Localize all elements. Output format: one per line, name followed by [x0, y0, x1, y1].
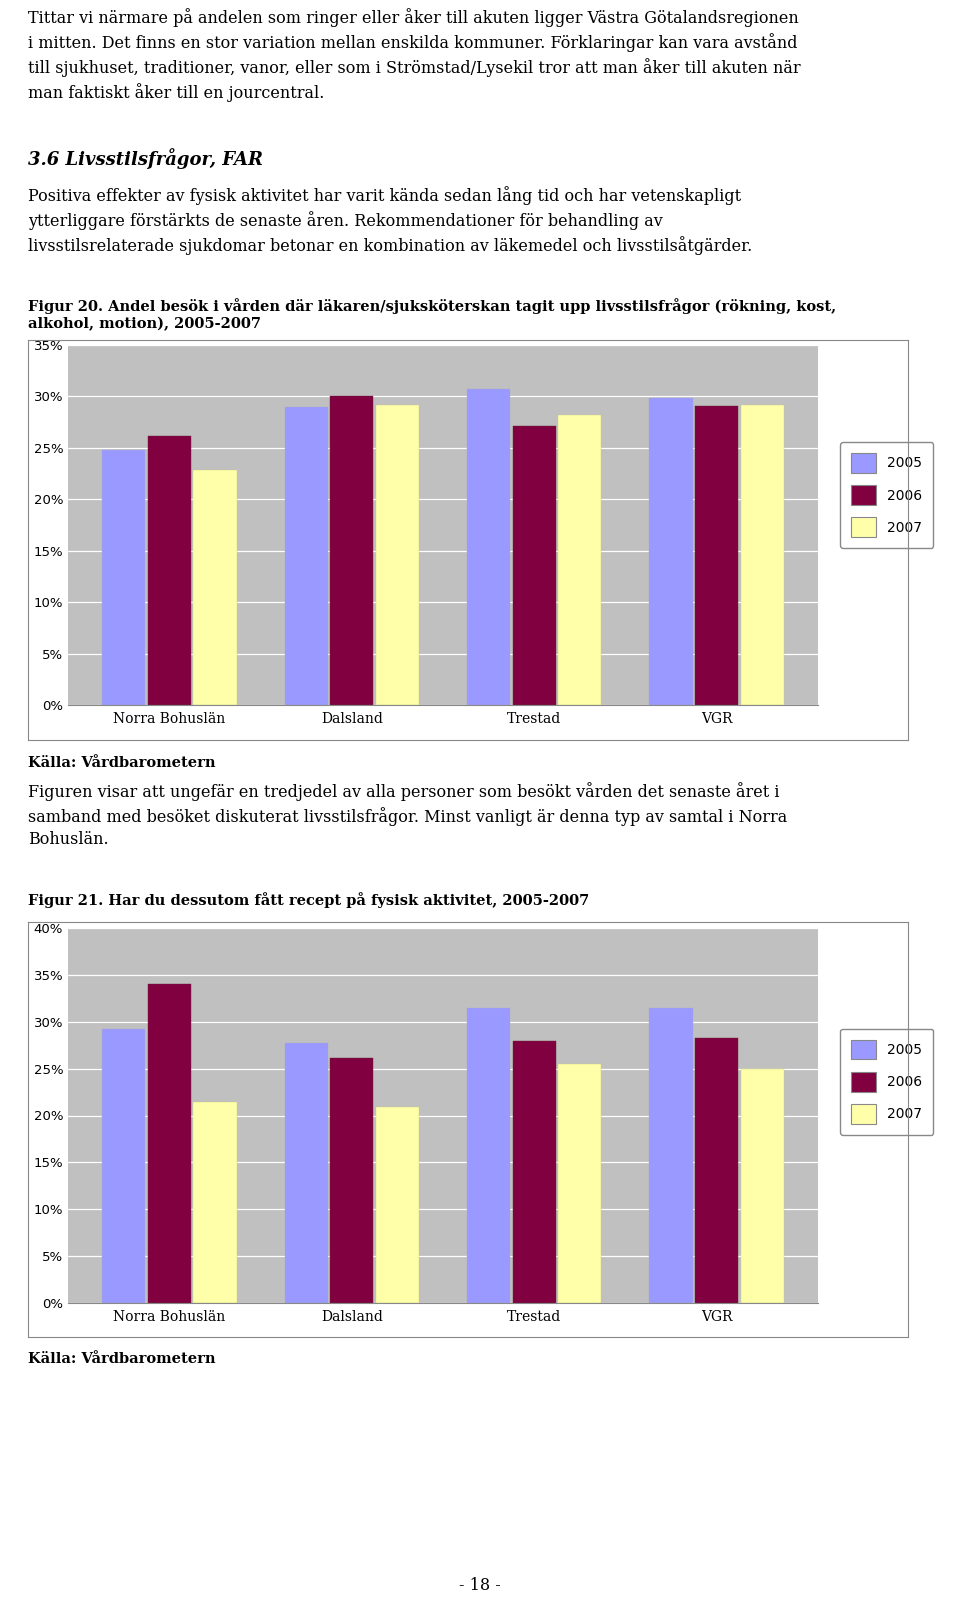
Bar	[558, 1064, 602, 1303]
Text: Källa: Vårdbarometern: Källa: Vårdbarometern	[28, 1351, 215, 1366]
Bar	[740, 405, 784, 705]
Text: - 18 -: - 18 -	[459, 1578, 501, 1594]
Text: Positiva effekter av fysisk aktivitet har varit kända sedan lång tid och har vet: Positiva effekter av fysisk aktivitet ha…	[28, 186, 753, 254]
Bar	[695, 405, 738, 705]
Bar	[513, 1041, 556, 1303]
Text: Figur 20. Andel besök i vården där läkaren/sjuksköterskan tagit upp livsstilsfrå: Figur 20. Andel besök i vården där läkar…	[28, 297, 836, 331]
Bar	[193, 471, 236, 705]
Bar	[284, 1043, 328, 1303]
Text: Figuren visar att ungefär en tredjedel av alla personer som besökt vården det se: Figuren visar att ungefär en tredjedel a…	[28, 783, 787, 848]
Legend: 2005, 2006, 2007: 2005, 2006, 2007	[840, 442, 933, 548]
Bar	[467, 1008, 511, 1303]
Bar	[649, 399, 693, 705]
Legend: 2005, 2006, 2007: 2005, 2006, 2007	[840, 1028, 933, 1135]
Bar	[102, 1028, 145, 1303]
Bar	[375, 405, 420, 705]
Bar	[740, 1069, 784, 1303]
Bar	[649, 1008, 693, 1303]
Bar	[330, 397, 373, 705]
Text: Tittar vi närmare på andelen som ringer eller åker till akuten ligger Västra Göt: Tittar vi närmare på andelen som ringer …	[28, 8, 801, 101]
Text: Figur 21. Har du dessutom fått recept på fysisk aktivitet, 2005-2007: Figur 21. Har du dessutom fått recept på…	[28, 892, 589, 908]
Bar	[148, 435, 191, 705]
Bar	[284, 407, 328, 705]
Bar	[193, 1102, 236, 1303]
Bar	[148, 983, 191, 1303]
Bar	[558, 415, 602, 705]
Text: Källa: Vårdbarometern: Källa: Vårdbarometern	[28, 755, 215, 770]
Bar	[102, 450, 145, 705]
Bar	[375, 1107, 420, 1303]
Bar	[467, 389, 511, 705]
Text: 3.6 Livsstilsfrågor, FAR: 3.6 Livsstilsfrågor, FAR	[28, 148, 263, 169]
Bar	[330, 1059, 373, 1303]
Bar	[513, 426, 556, 705]
Bar	[695, 1038, 738, 1303]
